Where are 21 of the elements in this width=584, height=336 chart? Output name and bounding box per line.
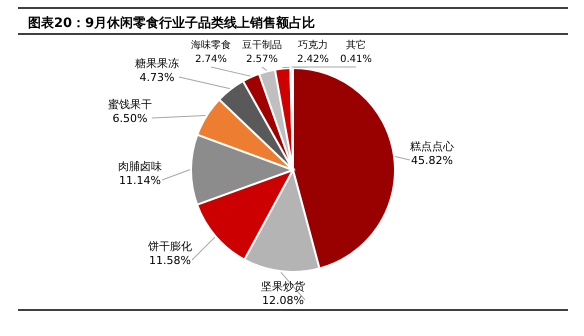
data-label: 45.82% (411, 154, 453, 167)
slice-label: 饼干膨化 (147, 240, 192, 253)
slice-label: 豆干制品 (242, 39, 282, 51)
data-label: 2.74% (195, 54, 227, 65)
data-label: 2.57% (246, 54, 278, 65)
data-label: 2.42% (297, 54, 329, 65)
data-label: 11.58% (149, 254, 191, 267)
slice-label: 其它 (346, 39, 366, 51)
data-label: 11.14% (119, 174, 161, 187)
chart-title: 图表20：9月休闲零食行业子品类线上销售额占比 (28, 15, 316, 31)
slice-label: 海味零食 (191, 39, 231, 51)
data-label: 12.08% (262, 294, 304, 307)
slice-label: 蜜饯果干 (108, 98, 152, 111)
data-label: 4.73% (140, 71, 174, 84)
data-label: 6.50% (112, 112, 148, 125)
slice-label: 巧克力 (298, 39, 328, 51)
data-label: 0.41% (340, 54, 372, 65)
slice-label: 糖果果冻 (135, 57, 179, 70)
slice-label: 肉脯卤味 (118, 160, 162, 173)
slice-label: 坚果炒货 (261, 280, 305, 293)
slice-label: 糕点点心 (410, 140, 454, 153)
